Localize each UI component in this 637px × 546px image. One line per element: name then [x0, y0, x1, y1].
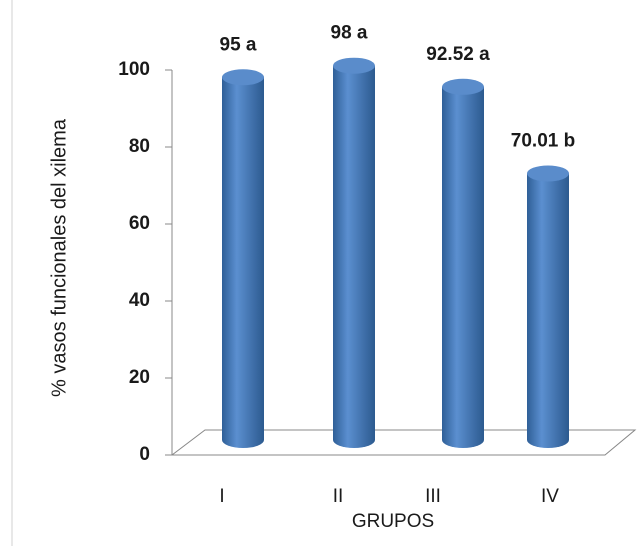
x-axis-title: GRUPOS: [352, 511, 434, 532]
bar-top: [442, 78, 484, 95]
y-tick-label: 100: [118, 59, 150, 80]
value-label: 98 a: [331, 23, 368, 44]
floor: [170, 429, 637, 456]
x-tick-label: III: [425, 486, 441, 507]
value-label: 95 a: [220, 34, 257, 55]
y-tick-label: 20: [129, 367, 150, 388]
bar-top: [527, 165, 569, 182]
value-label: 92.52 a: [426, 44, 490, 65]
bar-top: [222, 69, 264, 86]
x-tick-label: II: [333, 486, 344, 507]
bar: [442, 86, 484, 448]
bar: [527, 173, 569, 449]
bar-top: [333, 57, 375, 74]
x-tick-label: IV: [541, 486, 559, 507]
y-axis-title: % vasos funcionales del xilema: [48, 118, 70, 397]
y-tick-label: 60: [129, 213, 150, 234]
y-tick-label: 0: [139, 444, 150, 465]
x-tick-label: I: [219, 486, 224, 507]
y-tick-label: 40: [129, 290, 150, 311]
y-tick-label: 80: [129, 136, 150, 157]
value-label: 70.01 b: [511, 130, 575, 151]
bar: [333, 65, 375, 448]
bar: [222, 77, 264, 448]
